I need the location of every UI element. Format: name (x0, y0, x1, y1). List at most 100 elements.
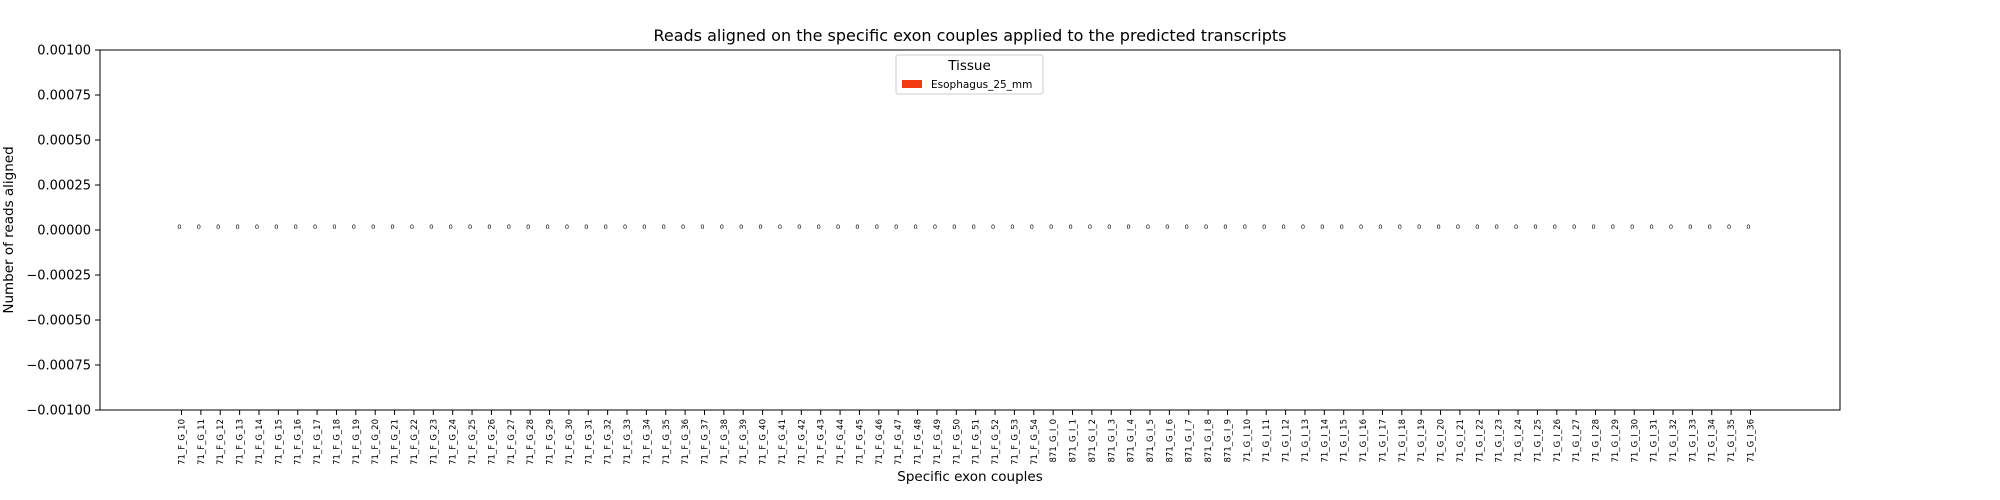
x-tick-label: 71_F_G_19 (352, 419, 362, 465)
x-tick-label: 71_F_G_32 (604, 419, 614, 465)
x-tick-label: 71_F_G_22 (410, 419, 420, 465)
bar-data-label: 0 (197, 223, 201, 231)
x-tick-label: 71_G_I_30 (1630, 419, 1640, 462)
x-tick-label: 71_G_I_31 (1650, 419, 1660, 462)
y-tick-label: −0.00050 (26, 314, 91, 329)
bar-data-label: 0 (216, 223, 220, 231)
bar-data-label: 0 (1708, 223, 1712, 231)
x-tick-label: 71_G_I_36 (1746, 419, 1756, 462)
bar-data-label: 0 (1127, 223, 1131, 231)
bar-data-label: 0 (1746, 223, 1750, 231)
bar-data-label: 0 (1049, 223, 1053, 231)
x-tick-label: 71_G_I_32 (1669, 419, 1679, 462)
x-tick-label: 71_F_G_52 (991, 419, 1001, 465)
x-tick-label: 71_F_G_50 (952, 419, 962, 465)
x-tick-label: 71_F_G_13 (236, 419, 246, 465)
plot-area (99, 49, 1841, 411)
x-tick-label: 71_F_G_11 (197, 419, 207, 465)
bar-data-label: 0 (390, 223, 394, 231)
bar-data-label: 0 (1533, 223, 1537, 231)
bar-data-label: 0 (662, 223, 666, 231)
bar-data-label: 0 (894, 223, 898, 231)
x-tick-label: 71_G_I_28 (1592, 419, 1602, 462)
x-tick-label: 871_G_I_9 (1223, 419, 1233, 462)
bar-data-label: 0 (1514, 223, 1518, 231)
x-tick-label: 71_F_G_51 (972, 419, 982, 465)
x-tick-label: 71_F_G_53 (1010, 419, 1020, 465)
bar-data-label: 0 (1010, 223, 1014, 231)
bar-data-label: 0 (1456, 223, 1460, 231)
bar-data-label: 0 (1591, 223, 1595, 231)
data-labels: 0 0 0 0 0 0 0 0 0 0 0 0 0 0 0 0 0 0 0 0 0 0 0 0 0 0 0 0 0 0 0 0 0 0 0 0 0 0 0 0… (177, 223, 1750, 231)
bar-data-label: 0 (274, 223, 278, 231)
x-tick-label: 871_G_I_4 (1127, 419, 1137, 462)
x-tick-label: 71_F_G_26 (487, 419, 497, 465)
x-tick-label: 71_F_G_10 (178, 419, 188, 465)
bar-data-label: 0 (1495, 223, 1499, 231)
bar-data-label: 0 (1107, 223, 1111, 231)
bar-data-label: 0 (1378, 223, 1382, 231)
x-tick-label: 71_F_G_36 (681, 419, 691, 465)
bar-data-label: 0 (1185, 223, 1189, 231)
bar-data-label: 0 (1262, 223, 1266, 231)
bar-data-label: 0 (313, 223, 317, 231)
bar-data-label: 0 (952, 223, 956, 231)
bar-data-label: 0 (565, 223, 569, 231)
bar-data-label: 0 (294, 223, 298, 231)
x-axis-label: Specific exon couples (897, 469, 1042, 485)
bar-data-label: 0 (1243, 223, 1247, 231)
bar-data-label: 0 (1436, 223, 1440, 231)
y-tick-label: 0.00050 (37, 134, 91, 149)
bar-data-label: 0 (429, 223, 433, 231)
x-tick-label: 71_F_G_54 (1030, 419, 1040, 465)
x-tick-label: 71_F_G_17 (313, 419, 323, 465)
bar-data-label: 0 (817, 223, 821, 231)
x-tick-label: 71_F_G_47 (894, 419, 904, 465)
bar-data-label: 0 (1146, 223, 1150, 231)
x-tick-label: 71_F_G_18 (332, 419, 342, 465)
bar-data-label: 0 (1630, 223, 1634, 231)
x-tick-label: 71_F_G_46 (875, 419, 885, 465)
x-tick-label: 71_G_I_21 (1456, 419, 1466, 462)
x-tick-label: 71_G_I_22 (1475, 419, 1485, 462)
bar-data-label: 0 (1572, 223, 1576, 231)
y-tick-label: 0.00100 (37, 44, 91, 59)
x-tick-label: 71_G_I_23 (1495, 419, 1505, 462)
legend-title: Tissue (947, 58, 991, 74)
bar-data-label: 0 (1204, 223, 1208, 231)
bar-data-label: 0 (933, 223, 937, 231)
bar-data-label: 0 (1068, 223, 1072, 231)
bar-data-label: 0 (1165, 223, 1169, 231)
bar-data-label: 0 (681, 223, 685, 231)
x-tick-label: 71_F_G_28 (526, 419, 536, 465)
x-tick-label: 71_F_G_49 (933, 419, 943, 465)
bar-data-label: 0 (855, 223, 859, 231)
x-tick-label: 71_F_G_20 (371, 419, 381, 465)
x-tick-label: 871_G_I_8 (1204, 419, 1214, 462)
bar-data-label: 0 (487, 223, 491, 231)
y-tick-label: −0.00100 (26, 404, 91, 419)
x-tick-label: 71_G_I_29 (1611, 419, 1621, 462)
bar-data-label: 0 (1030, 223, 1034, 231)
bar-data-label: 0 (545, 223, 549, 231)
legend-label-esophagus: Esophagus_25_mm (931, 79, 1032, 91)
bar-data-label: 0 (1475, 223, 1479, 231)
bar-data-label: 0 (913, 223, 917, 231)
legend: Tissue Esophagus_25_mm (895, 54, 1044, 95)
x-tick-label: 71_F_G_14 (255, 419, 265, 465)
x-tick-label: 71_F_G_25 (468, 419, 478, 465)
bar-data-label: 0 (759, 223, 763, 231)
x-tick-label: 71_F_G_23 (429, 419, 439, 465)
y-tick-label: 0.00025 (37, 179, 91, 194)
x-tick-label: 71_F_G_45 (855, 419, 865, 465)
x-tick-label: 71_G_I_27 (1572, 419, 1582, 462)
bar-data-label: 0 (991, 223, 995, 231)
bar-data-label: 0 (1727, 223, 1731, 231)
legend-swatch-esophagus (902, 80, 922, 88)
x-tick-label: 71_G_I_15 (1340, 419, 1350, 462)
x-tick-label: 71_G_I_20 (1437, 419, 1447, 462)
y-axis-label: Number of reads aligned (1, 146, 17, 313)
x-tick-label: 71_F_G_33 (623, 419, 633, 465)
bar-data-label: 0 (623, 223, 627, 231)
bar-data-label: 0 (720, 223, 724, 231)
